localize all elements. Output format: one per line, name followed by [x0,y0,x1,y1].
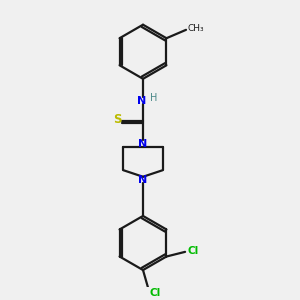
Text: N: N [136,96,146,106]
Text: H: H [150,93,157,103]
Text: CH₃: CH₃ [188,24,205,33]
Text: Cl: Cl [150,288,161,298]
Text: N: N [138,139,148,148]
Text: S: S [112,113,121,126]
Text: Cl: Cl [188,246,199,256]
Text: N: N [138,175,148,185]
